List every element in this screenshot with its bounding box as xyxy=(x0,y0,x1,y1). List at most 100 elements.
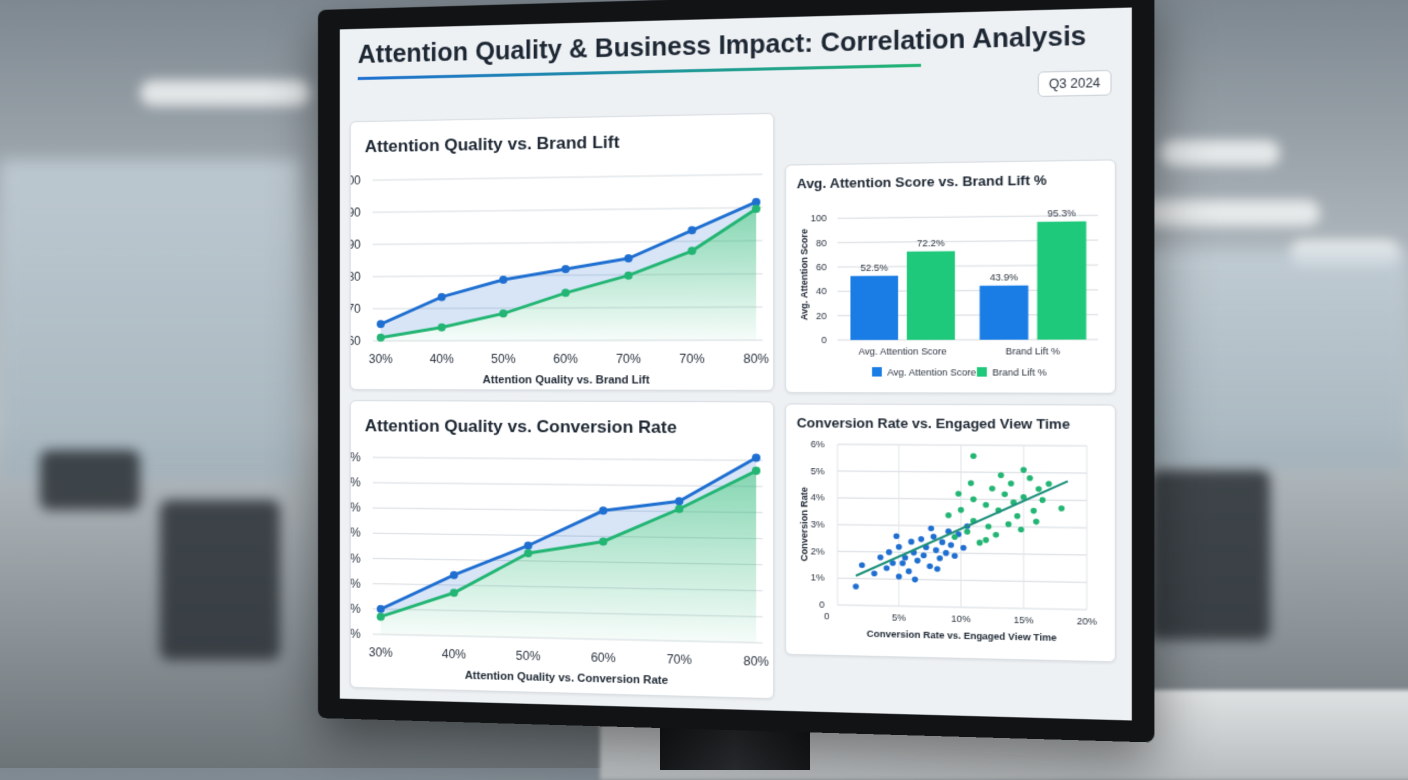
scatter-point xyxy=(928,526,934,532)
scatter-point xyxy=(968,480,974,486)
bar xyxy=(907,251,955,340)
gridline xyxy=(373,174,763,180)
bar xyxy=(850,276,898,340)
trend-line xyxy=(856,479,1068,579)
y-tick-label: 20 xyxy=(816,310,827,321)
scatter-point xyxy=(912,576,918,582)
scatter-point xyxy=(921,552,927,558)
x-axis-label: Attention Quality vs. Conversion Rate xyxy=(465,670,668,687)
scatter-point xyxy=(939,539,945,545)
y-axis-label: Conversion Rate xyxy=(799,487,810,561)
scatter-point xyxy=(896,544,902,550)
gridline xyxy=(837,605,1086,610)
gridline xyxy=(837,551,1086,555)
conversion-line-chart: Attention Quality vs. Conversion Rate 0%… xyxy=(351,401,773,698)
x-axis-label: Conversion Rate vs. Engaged View Time xyxy=(867,628,1057,643)
y-tick-label: 100 xyxy=(351,173,361,187)
scatter-point xyxy=(1036,486,1042,492)
engaged-view-scatter-panel: Conversion Rate vs. Engaged View Time 01… xyxy=(785,403,1116,662)
scatter-point xyxy=(1058,505,1064,511)
data-point xyxy=(438,293,446,301)
conversion-line-panel: Attention Quality vs. Conversion Rate 0%… xyxy=(350,400,774,699)
x-tick-label: Avg. Attention Score xyxy=(858,346,946,357)
period-badge[interactable]: Q3 2024 xyxy=(1038,70,1112,97)
legend-swatch xyxy=(977,367,987,377)
y-tick-label: 10% xyxy=(351,601,361,616)
scatter-point xyxy=(927,563,933,569)
data-label: 95.3% xyxy=(1048,208,1076,219)
scatter-point xyxy=(952,553,958,559)
scatter-point xyxy=(937,555,943,561)
x-tick-label: 0 xyxy=(824,611,829,622)
scatter-point xyxy=(933,547,939,553)
gridline xyxy=(837,498,1086,501)
x-tick-label: 80% xyxy=(743,351,769,366)
data-point xyxy=(752,467,761,475)
scatter-point xyxy=(970,496,976,502)
scatter-point xyxy=(1014,513,1020,519)
gridline xyxy=(373,207,763,212)
y-tick-label: 20% xyxy=(351,576,361,591)
y-tick-label: 90 xyxy=(351,205,361,219)
scatter-point xyxy=(958,507,964,513)
y-tick-label: 100 xyxy=(811,213,827,224)
gridline xyxy=(373,457,763,460)
brand-lift-line-chart: Attention Quality vs. Brand Lift 6070809… xyxy=(351,114,773,390)
y-tick-label: 0 xyxy=(819,599,824,610)
scatter-point xyxy=(914,558,920,564)
y-tick-label: 60 xyxy=(351,334,361,348)
data-label: 52.5% xyxy=(860,262,888,273)
x-tick-label: Brand Lift % xyxy=(1006,346,1060,357)
x-tick-label: 40% xyxy=(430,352,455,366)
chart-title: Avg. Attention Score vs. Brand Lift % xyxy=(797,172,1048,191)
scatter-point xyxy=(970,453,976,459)
chart-title: Attention Quality vs. Brand Lift xyxy=(365,132,620,156)
x-tick-label: 5% xyxy=(892,612,906,623)
y-tick-label: 80 xyxy=(816,238,827,249)
data-label: 43.9% xyxy=(990,272,1018,283)
gridline xyxy=(837,578,1086,582)
chart-title: Conversion Rate vs. Engaged View Time xyxy=(797,415,1070,432)
y-tick-label: 60% xyxy=(351,475,361,489)
engaged-view-scatter-chart: Conversion Rate vs. Engaged View Time 01… xyxy=(786,405,1115,662)
scatter-point xyxy=(977,540,983,546)
y-tick-label: 70 xyxy=(351,302,361,316)
data-point xyxy=(624,254,632,262)
scatter-point xyxy=(1033,519,1039,525)
x-tick-label: 50% xyxy=(516,649,541,664)
x-tick-label: 60% xyxy=(553,352,578,366)
scatter-point xyxy=(908,539,914,545)
data-point xyxy=(377,320,385,328)
y-tick-label: 2% xyxy=(811,546,825,557)
y-tick-label: 0% xyxy=(351,627,361,641)
monitor: Attention Quality & Business Impact: Cor… xyxy=(318,0,1154,742)
y-tick-label: 0 xyxy=(821,335,826,345)
legend-label: Avg. Attention Score xyxy=(887,367,976,378)
y-tick-label: 5% xyxy=(811,466,825,477)
y-tick-label: 90 xyxy=(351,237,361,251)
data-point xyxy=(752,454,761,462)
dashboard-header: Attention Quality & Business Impact: Cor… xyxy=(358,21,1112,111)
scatter-point xyxy=(948,542,954,548)
y-axis-label: Avg. Attention Score xyxy=(799,229,810,321)
scatter-point xyxy=(945,512,951,518)
brand-lift-line-panel: Attention Quality vs. Brand Lift 6070809… xyxy=(350,113,774,391)
y-tick-label: 4% xyxy=(811,492,825,503)
scatter-point xyxy=(859,562,865,568)
scatter-point xyxy=(871,570,877,576)
x-tick-label: 50% xyxy=(491,352,516,366)
scatter-point xyxy=(983,502,989,508)
y-tick-label: 6% xyxy=(811,439,825,450)
scatter-point xyxy=(900,560,906,566)
scatter-point xyxy=(1005,521,1011,527)
gridline xyxy=(837,471,1086,473)
y-tick-label: 70% xyxy=(351,450,361,464)
scatter-point xyxy=(989,486,995,492)
scatter-point xyxy=(853,584,859,590)
x-tick-label: 30% xyxy=(369,352,393,366)
bar xyxy=(980,285,1029,339)
scatter-point xyxy=(964,529,970,535)
data-point xyxy=(499,276,507,284)
x-tick-label: 40% xyxy=(442,647,467,662)
y-tick-label: 40 xyxy=(816,286,827,297)
